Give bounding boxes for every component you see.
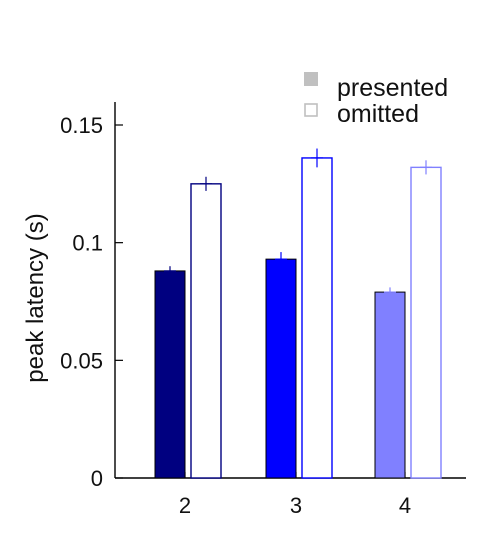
x-tick-label: 3 [290, 493, 302, 518]
bars-layer [154, 148, 442, 479]
legend-label-omitted: omitted [337, 100, 419, 128]
bar-presented-4 [374, 291, 406, 479]
legend-label-presented: presented [337, 74, 448, 102]
y-axis-title: peak latency (s) [22, 213, 49, 382]
bar-omitted-2 [190, 183, 222, 479]
bar-presented-2 [154, 270, 186, 479]
x-tick-label: 2 [179, 493, 191, 518]
legend-swatch-presented [304, 72, 318, 86]
y-tick-label: 0.1 [72, 231, 103, 256]
bar-omitted-4 [410, 166, 442, 479]
bar-omitted-3 [301, 157, 333, 479]
y-tick-label: 0.05 [60, 348, 103, 373]
y-tick-label: 0.15 [60, 113, 103, 138]
ticks-layer: 0 0.05 0.1 0.15 2 3 4 [60, 113, 411, 518]
legend-swatch-omitted [304, 103, 318, 117]
y-tick-label: 0 [91, 466, 103, 491]
bar-presented-3 [265, 258, 297, 479]
x-tick-label: 4 [399, 493, 411, 518]
legend: presented omitted [304, 72, 448, 128]
